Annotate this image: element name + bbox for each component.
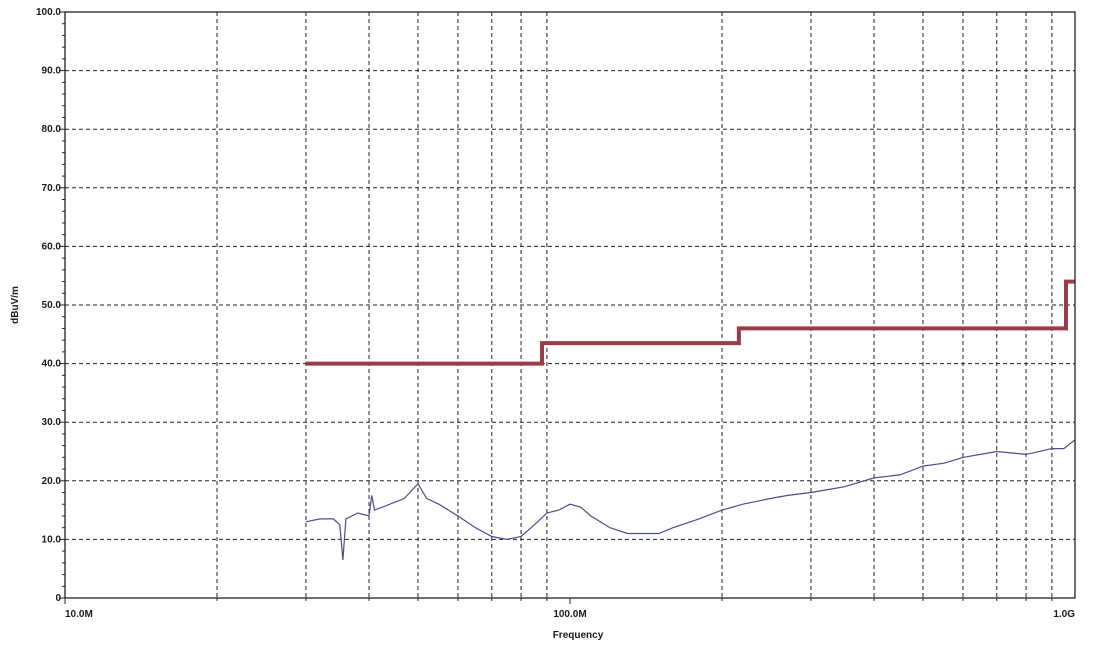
y-tick-label: 20.0 xyxy=(42,476,62,487)
minor-tick-layer xyxy=(59,11,1053,604)
x-tick-label: 10.0M xyxy=(65,609,93,620)
y-tick-label: 100.0 xyxy=(36,7,61,18)
y-tick-label: 0 xyxy=(55,593,61,604)
y-tick-label: 30.0 xyxy=(42,417,62,428)
x-tick-label: 1.0G xyxy=(1053,609,1075,620)
measurement-trace xyxy=(305,439,1076,560)
x-tick-label: 100.0M xyxy=(553,609,586,620)
tick-label-layer: 0 10.0 20.0 30.0 40.0 50.0 60.0 70.0 80.0 90.0 100… xyxy=(36,7,1075,620)
y-tick-label: 10.0 xyxy=(42,534,62,545)
x-axis-title: Frequency xyxy=(553,630,604,641)
y-tick-label: 90.0 xyxy=(42,66,62,77)
plot-frame xyxy=(64,11,1076,599)
y-axis-title: dBuV/m xyxy=(10,286,21,324)
limit-line xyxy=(305,279,1075,366)
y-tick-label: 70.0 xyxy=(42,183,62,194)
y-tick-label: 40.0 xyxy=(42,359,62,370)
grid-layer xyxy=(65,12,1075,598)
y-tick-label: 50.0 xyxy=(42,300,62,311)
y-tick-label: 60.0 xyxy=(42,241,62,252)
series-layer xyxy=(305,279,1076,560)
y-tick-label: 80.0 xyxy=(42,124,62,135)
